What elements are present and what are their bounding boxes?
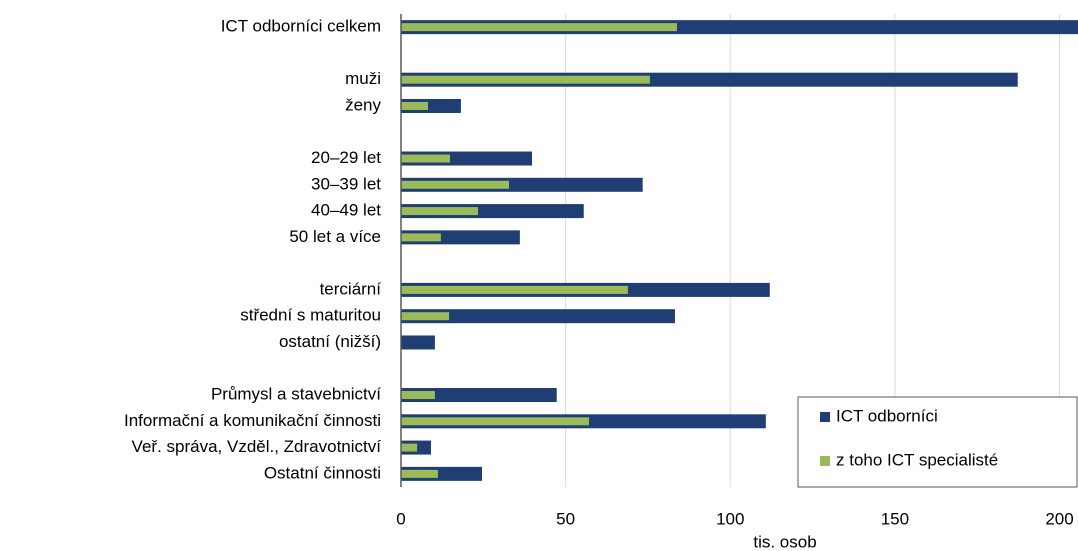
bar: [401, 75, 650, 84]
bar: [401, 309, 675, 324]
x-axis-label: tis. osob: [753, 532, 816, 551]
y-tick-label: 50 let a více: [289, 227, 381, 246]
x-tick-label: 50: [556, 509, 575, 528]
legend-swatch: [820, 456, 830, 466]
bar: [401, 285, 628, 294]
y-tick-label: 30–39 let: [311, 174, 381, 193]
bar: [401, 388, 557, 403]
x-tick-label: 100: [716, 509, 744, 528]
y-tick-label: Informační a komunikační činnosti: [124, 411, 381, 430]
legend-label: z toho ICT specialisté: [836, 450, 998, 469]
bar: [401, 312, 450, 321]
y-tick-label: Průmysl a stavebnictví: [211, 385, 381, 404]
legend-swatch: [820, 412, 830, 422]
y-tick-label: Ostatní činnosti: [264, 463, 381, 482]
bar: [401, 101, 428, 110]
y-tick-label: ICT odborníci celkem: [221, 17, 381, 36]
x-tick-label: 150: [881, 509, 909, 528]
bar: [401, 23, 677, 32]
y-tick-label: Veř. správa, Vzděl., Zdravotnictví: [132, 437, 382, 456]
y-tick-label: 40–49 let: [311, 201, 381, 220]
x-tick-label: 0: [396, 509, 405, 528]
y-tick-label: střední s maturitou: [240, 306, 381, 325]
y-tick-label: ostatní (nižší): [279, 332, 381, 351]
bar: [401, 207, 479, 216]
y-tick-label: terciární: [320, 279, 382, 298]
y-tick-label: muži: [345, 69, 381, 88]
bar: [401, 154, 451, 163]
bar: [401, 443, 418, 452]
bar: [401, 233, 441, 242]
x-tick-label: 200: [1045, 509, 1073, 528]
y-tick-label: 20–29 let: [311, 148, 381, 167]
bar: [401, 391, 435, 400]
bar: [401, 335, 435, 350]
legend-label: ICT odborníci: [836, 406, 938, 425]
bar: [401, 469, 438, 478]
legend-box: [797, 396, 1078, 488]
bar: [401, 180, 509, 189]
bar: [401, 417, 590, 426]
y-tick-label: ženy: [345, 95, 381, 114]
